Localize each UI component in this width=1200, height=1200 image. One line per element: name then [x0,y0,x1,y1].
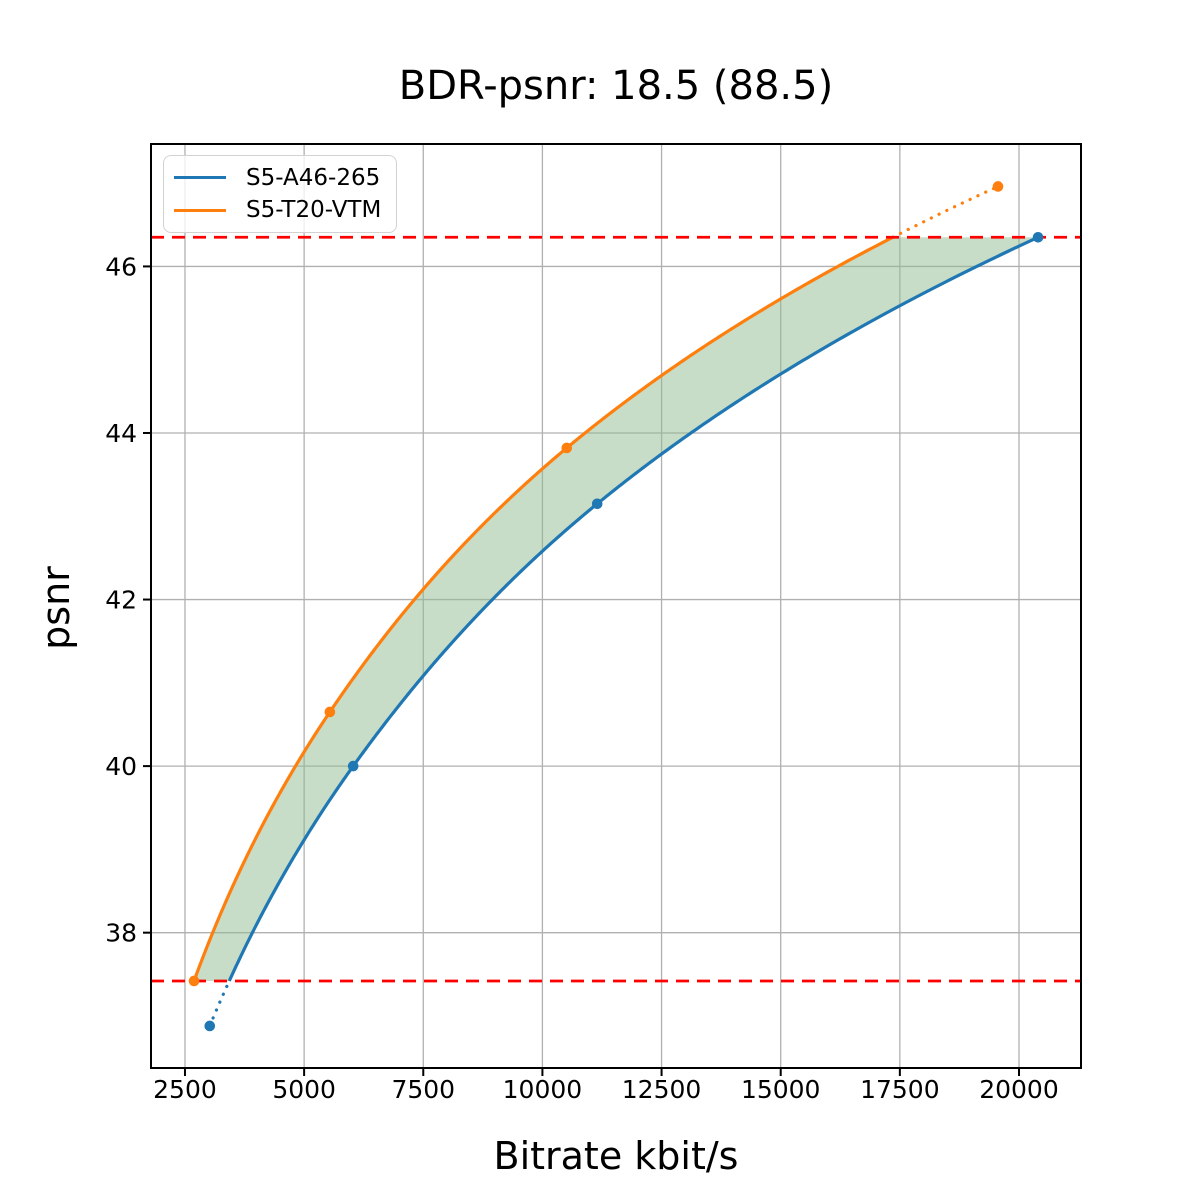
y-tick-label: 40 [105,752,137,781]
chart-title: BDR-psnr: 18.5 (88.5) [398,63,834,109]
series-line-s5-a46-265 [227,235,1039,982]
band-fill [194,237,1039,981]
y-tick-label: 44 [105,419,137,448]
series-line-s5-t20-vtm [192,235,894,982]
x-tick-label: 5000 [272,1075,336,1104]
x-tick-label: 15000 [741,1075,821,1104]
x-tick-label: 12500 [622,1075,702,1104]
x-tick-label: 17500 [860,1075,940,1104]
data-point-marker [992,181,1004,192]
data-point-marker [347,760,359,772]
data-point-marker [591,498,603,510]
y-tick-label: 38 [105,919,137,948]
legend-line-swatch-orange [174,208,226,212]
axes-spines [150,143,1082,1069]
y-axis-label: psnr [34,566,78,650]
data-point-marker [324,706,336,718]
series-line-dotted-s5-a46-265 [208,979,231,1028]
legend-line-swatch-blue [174,176,226,180]
data-point-marker [188,975,200,987]
x-tick-label: 7500 [391,1075,455,1104]
legend-label: S5-A46-265 [246,164,381,191]
legend-item-s5-t20-vtm: S5-T20-VTM [164,197,396,223]
legend: S5-A46-265 S5-T20-VTM [163,155,397,233]
legend-item-s5-a46-265: S5-A46-265 [164,165,396,191]
x-axis-label: Bitrate kbit/s [493,1134,739,1178]
data-point-marker [204,1020,216,1032]
data-point-marker [561,442,573,454]
x-tick-label: 10000 [503,1075,583,1104]
series-line-dotted-s5-t20-vtm [891,184,1000,239]
y-tick-label: 42 [105,586,137,615]
x-tick-label: 20000 [979,1075,1059,1104]
data-point-marker [1032,231,1044,243]
x-tick-label: 2500 [153,1075,217,1104]
y-tick-label: 46 [105,252,137,281]
legend-label: S5-T20-VTM [246,197,382,224]
